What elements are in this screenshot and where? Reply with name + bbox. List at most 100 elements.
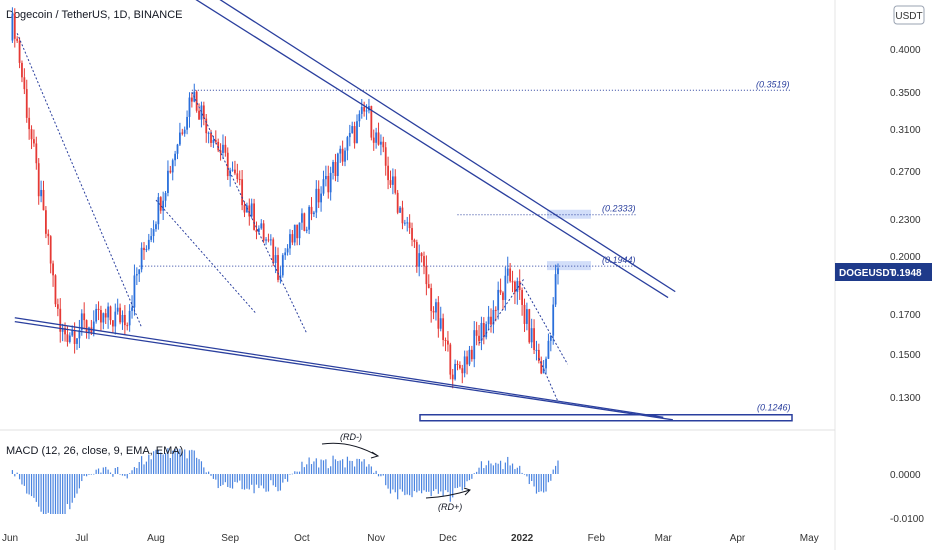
candle-body <box>212 139 215 143</box>
candle-body <box>207 132 210 134</box>
candle-body <box>401 207 404 224</box>
macd-bar <box>30 474 33 497</box>
macd-bar <box>492 465 494 474</box>
candle-body <box>78 330 81 339</box>
candle-body <box>157 197 160 225</box>
macd-bar <box>234 474 236 482</box>
candle-body <box>427 284 430 289</box>
candle-body <box>16 38 19 41</box>
macd-bar <box>320 459 322 474</box>
macd-bar <box>145 461 148 474</box>
macd-bar <box>164 452 167 474</box>
macd-bar <box>253 474 255 494</box>
candle-body <box>250 203 253 217</box>
macd-bar <box>200 461 203 474</box>
candle-body <box>269 239 272 241</box>
macd-bar <box>83 474 85 476</box>
candle-body <box>25 89 28 118</box>
candle-body <box>542 368 545 374</box>
macd-bar <box>275 474 277 487</box>
candle-body <box>353 126 356 144</box>
candle-body <box>23 77 26 90</box>
currency-button-label: USDT <box>895 11 922 22</box>
macd-bar <box>85 474 88 477</box>
macd-bar <box>526 474 528 477</box>
macd-bar <box>519 465 521 474</box>
candle-body <box>138 269 141 275</box>
candle-body <box>499 289 502 293</box>
candle-body <box>363 107 366 112</box>
macd-bar <box>59 474 61 514</box>
candle-body <box>253 203 255 230</box>
candle-body <box>257 228 260 233</box>
candle-body <box>478 335 480 342</box>
candle-body <box>286 248 289 253</box>
candle-body <box>516 281 519 293</box>
candle-body <box>497 289 500 311</box>
macd-bar <box>14 474 16 477</box>
time-tick-label: Aug <box>147 533 165 544</box>
macd-bar <box>401 474 404 492</box>
candle-body <box>348 132 351 138</box>
macd-bar <box>389 474 392 494</box>
candle-body <box>339 148 342 154</box>
support-zone <box>419 413 793 422</box>
macd-bar <box>468 474 471 481</box>
macd-bar <box>169 457 171 474</box>
macd-bar <box>47 474 49 513</box>
candle-body <box>80 313 83 331</box>
candle-body <box>341 148 344 162</box>
macd-bar <box>502 469 504 474</box>
macd-bar <box>42 474 45 514</box>
candle-body <box>502 292 504 300</box>
candle-body <box>255 229 258 233</box>
candle-body <box>102 313 105 323</box>
candle-body <box>317 188 320 203</box>
macd-bar <box>210 474 212 476</box>
macd-bar <box>141 456 143 474</box>
candle-body <box>413 239 416 243</box>
candle-body <box>327 175 330 193</box>
macd-bar <box>313 461 315 474</box>
macd-bar <box>162 454 164 474</box>
macd-bar <box>473 473 475 474</box>
candle-body <box>537 349 540 361</box>
candle-body <box>76 338 78 344</box>
macd-bar <box>181 451 183 474</box>
candle-body <box>226 152 229 177</box>
macd-bar <box>471 474 473 479</box>
candle-body <box>109 306 112 321</box>
macd-bar <box>196 457 198 474</box>
macd-bar <box>54 474 57 514</box>
currency-button[interactable]: USDT <box>893 5 925 25</box>
macd-bar <box>138 461 140 474</box>
price-tick-label: 0.3500 <box>890 88 921 99</box>
candle-body <box>114 311 117 327</box>
candle-body <box>482 322 485 338</box>
candle-body <box>533 328 535 351</box>
macd-bar <box>488 460 490 474</box>
candle-body <box>140 247 143 270</box>
level-label: (0.2333) <box>602 204 636 214</box>
candle-body <box>301 213 303 223</box>
candle-body <box>490 316 492 325</box>
candle-body <box>267 239 270 241</box>
macd-bar <box>306 464 308 474</box>
macd-bar <box>459 474 461 487</box>
candle-body <box>272 239 275 263</box>
rd-minus-label: (RD-) <box>340 432 362 442</box>
candle-body <box>68 335 71 342</box>
macd-bar <box>174 448 176 474</box>
macd-bar <box>523 474 526 475</box>
candle-body <box>238 179 241 181</box>
candle-body <box>394 176 397 193</box>
macd-bar <box>157 450 159 474</box>
trendline <box>14 317 664 418</box>
macd-tick-label: 0.0000 <box>890 470 921 481</box>
candle-body <box>291 234 294 243</box>
candle-body <box>487 316 490 325</box>
candle-body <box>372 137 375 143</box>
candle-body <box>530 328 533 343</box>
macd-bar <box>363 459 365 474</box>
